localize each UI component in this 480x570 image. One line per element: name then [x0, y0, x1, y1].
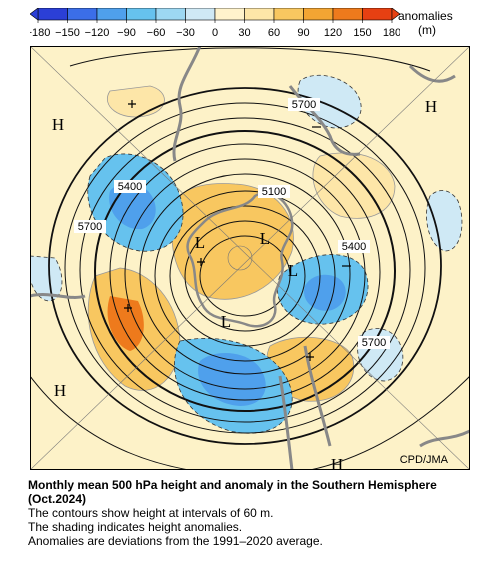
caption-title: Monthly mean 500 hPa height and anomaly …: [28, 478, 437, 506]
caption-line: The shading indicates height anomalies.: [28, 520, 243, 534]
svg-text:5400: 5400: [342, 241, 366, 253]
coastline: [419, 429, 470, 448]
anomaly-region-south-core: [198, 352, 266, 406]
caption-line: The contours show height at intervals of…: [28, 506, 274, 520]
colorbar-box: [244, 8, 275, 21]
high-label: H: [331, 455, 343, 470]
anomaly-region-north-positive: [107, 85, 165, 118]
map-caption: Monthly mean 500 hPa height and anomaly …: [28, 478, 468, 548]
contour: [199, 235, 291, 317]
svg-text:5700: 5700: [292, 99, 316, 111]
colorbar-box: [126, 8, 157, 21]
contour: [124, 158, 366, 390]
colorbar-box: [303, 8, 334, 21]
pole-circle: [227, 245, 253, 271]
coastline: [278, 375, 294, 470]
coastline: [30, 293, 86, 299]
colorbar-left-arrow: [30, 8, 39, 21]
high-label: H: [52, 115, 64, 134]
contour-label: 5100: [258, 185, 290, 198]
center-markers: [124, 100, 351, 361]
anomaly-colorbar: −180 −150 −120 −90 −60 −30 0 30 60 90 120 150 180: [30, 8, 400, 39]
low-label: L: [260, 229, 270, 248]
colorbar-tick-label: 90: [297, 27, 309, 39]
plus-marker: [197, 258, 205, 266]
colorbar-unit-title: anomalies: [398, 9, 453, 23]
map-frame: [30, 46, 470, 470]
contour-label: 5700: [288, 98, 320, 111]
colorbar-unit-label: anomalies (m): [398, 9, 453, 37]
colorbar-box: [67, 8, 98, 21]
colorbar-tick-label: 180: [383, 27, 400, 39]
plus-marker: [128, 100, 136, 108]
colorbar-tick-label: 0: [212, 27, 218, 39]
high-label: H: [425, 97, 437, 116]
plus-marker: [124, 304, 132, 312]
map-grid: [30, 46, 470, 470]
contour: [30, 375, 470, 470]
coastline: [303, 345, 332, 447]
low-label: L: [221, 312, 231, 331]
colorbar-tick-label: 150: [353, 27, 371, 39]
low-label: L: [195, 233, 205, 252]
contour: [139, 173, 351, 375]
contour-label: 5700: [74, 220, 106, 233]
svg-text:5700: 5700: [78, 221, 102, 233]
colorbar-box: [332, 8, 363, 21]
colorbar-tick-label: −120: [85, 27, 110, 39]
contour: [79, 117, 411, 423]
coastline: [408, 64, 456, 83]
colorbar-tick-label: 30: [238, 27, 250, 39]
plus-marker: [306, 353, 314, 361]
colorbar-tick-label: −90: [117, 27, 136, 39]
svg-text:5400: 5400: [118, 181, 142, 193]
contour: [64, 102, 426, 434]
anomaly-region-east-edge-negative: [426, 190, 463, 252]
anomaly-region-east-core: [304, 274, 346, 311]
grid-line: [30, 46, 470, 470]
height-contours: [30, 47, 470, 470]
height-anomaly-map: 5700 5100 5400 5700 5400 5700 H H H H L …: [30, 46, 470, 470]
contour: [69, 47, 431, 72]
caption-line: Anomalies are deviations from the 1991–2…: [28, 534, 323, 548]
anomaly-region-west-core: [107, 296, 144, 351]
colorbar-right-arrow: [391, 8, 400, 21]
colorbar-box: [37, 8, 68, 21]
contour-bold: [94, 130, 396, 412]
contour-label: 5400: [114, 180, 146, 193]
colorbar-tick-label: −180: [30, 27, 50, 39]
contour: [154, 190, 336, 362]
anomaly-region-west-edge-negative: [30, 255, 63, 302]
contour-bold: [48, 87, 442, 445]
colorbar-box: [214, 8, 245, 21]
contour-label: 5700: [358, 336, 390, 349]
anomaly-region-northwest-core: [109, 182, 156, 230]
map-credit: CPD/JMA: [400, 454, 449, 466]
colorbar-unit: (m): [418, 23, 436, 37]
high-label: H: [54, 381, 66, 400]
colorbar-box: [185, 8, 216, 21]
colorbar-tick-label: −60: [147, 27, 166, 39]
colorbar-box: [362, 8, 393, 21]
colorbar-box: [96, 8, 127, 21]
contour: [109, 143, 381, 401]
colorbar-tick-label: −30: [176, 27, 195, 39]
contour: [169, 205, 321, 347]
coastline: [172, 46, 202, 162]
low-label: L: [288, 261, 298, 280]
colorbar-tick-label: 120: [324, 27, 342, 39]
colorbar-box: [273, 8, 304, 21]
colorbar-tick-label: −150: [55, 27, 80, 39]
svg-text:5100: 5100: [262, 186, 286, 198]
colorbar-tick-label: 60: [268, 27, 280, 39]
contour-label: 5400: [338, 240, 370, 253]
negative-anomaly-areas: [30, 74, 463, 434]
svg-text:5700: 5700: [362, 337, 386, 349]
contour: [184, 220, 306, 332]
colorbar-box: [155, 8, 186, 21]
